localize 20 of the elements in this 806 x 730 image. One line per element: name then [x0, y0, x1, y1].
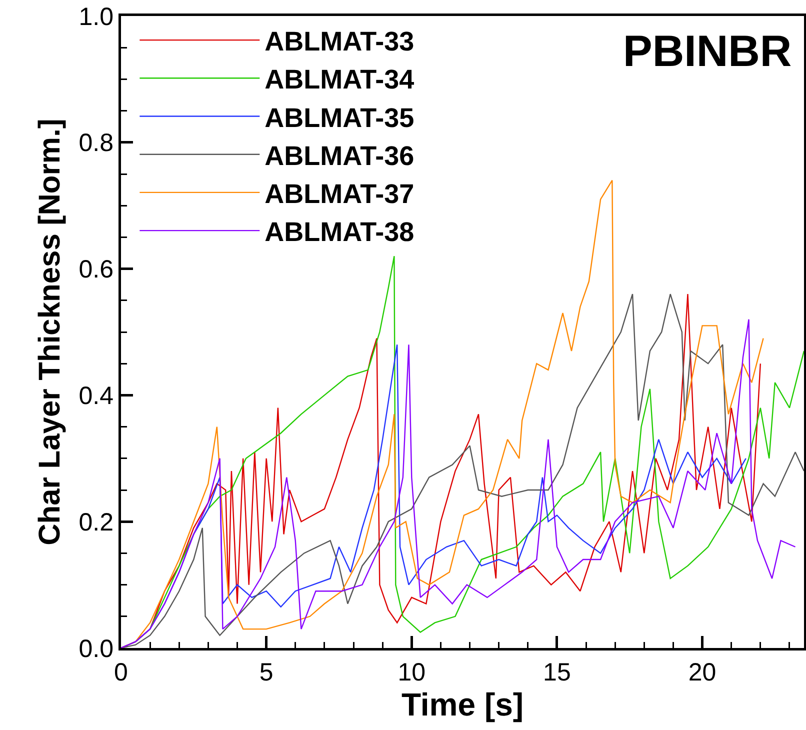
legend-label: ABLMAT-37 — [264, 178, 414, 209]
x-tick-label: 0 — [114, 658, 128, 686]
y-tick-label: 0.6 — [78, 256, 114, 284]
y-tick-label: 0.4 — [78, 382, 114, 410]
x-tick-label: 10 — [398, 658, 426, 686]
y-tick-label: 0.8 — [78, 129, 114, 158]
x-tick-label: 15 — [543, 658, 571, 686]
y-tick-label: 1.0 — [78, 2, 114, 31]
x-tick-label: 5 — [259, 658, 274, 686]
y-tick-label: 0.0 — [78, 634, 114, 663]
y-tick-label: 0.2 — [78, 508, 114, 536]
y-axis-title: Char Layer Thickness [Norm.] — [33, 118, 66, 546]
legend-label: ABLMAT-38 — [264, 217, 414, 248]
annotation: PBINBR — [623, 27, 792, 76]
legend-label: ABLMAT-33 — [264, 26, 414, 57]
x-axis-title: Time [s] — [401, 686, 524, 722]
legend-label: ABLMAT-35 — [264, 102, 414, 133]
x-tick-label: 20 — [688, 658, 716, 686]
legend-label: ABLMAT-34 — [264, 64, 414, 95]
legend-label: ABLMAT-36 — [264, 140, 414, 171]
